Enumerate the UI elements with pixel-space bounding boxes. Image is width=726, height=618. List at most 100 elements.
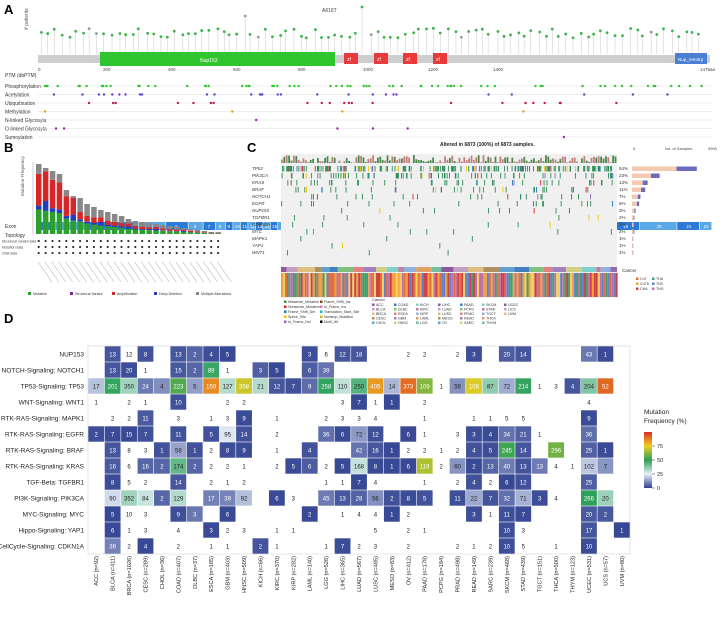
cancer-block [364, 267, 376, 272]
oncoprint-cell [529, 166, 530, 172]
oncoprint-cell [524, 173, 525, 179]
top-histogram-bar [559, 159, 561, 163]
frequency-bar-segment [195, 232, 201, 233]
frequency-bar-segment [133, 229, 139, 234]
ptm-site [297, 85, 299, 87]
oncoprint-cell [550, 173, 551, 179]
cancer-legend-label: SKCM [486, 303, 496, 307]
vaf-column [600, 273, 602, 297]
lollipop-head [572, 36, 575, 39]
oncoprint-cell [281, 201, 282, 207]
oncoprint-cell [611, 173, 612, 179]
frequency-bar-segment [71, 221, 77, 234]
cancer-legend-label: MESO [442, 317, 453, 321]
vaf-column [431, 273, 433, 297]
vaf-column [325, 273, 327, 297]
gene-bar-other [637, 202, 639, 207]
ptm-site [431, 85, 433, 87]
vaf-column [463, 273, 465, 297]
ptm-site [666, 93, 668, 95]
lollipop-head [152, 33, 155, 36]
track-dot [148, 246, 150, 248]
top-histogram-bar [363, 157, 365, 163]
legend-label: Structural Variant [75, 292, 103, 296]
study-label-stub [121, 262, 135, 282]
oncoprint-cell [471, 173, 472, 179]
top-histogram-bar [607, 157, 609, 163]
top-histogram-bar [427, 161, 429, 163]
top-histogram-bar [283, 157, 285, 163]
oncoprint-cell [368, 173, 369, 179]
frequency-bar-segment [160, 229, 166, 231]
heatmap-cell-value: 72 [356, 432, 363, 438]
gene-label: YAP1 [252, 243, 264, 248]
lollipop-head [557, 35, 560, 38]
oncoprint-cell [593, 180, 594, 186]
gene-label: TP53 [252, 166, 263, 171]
ptm-site [501, 102, 503, 104]
exon-number: 22 [704, 224, 710, 229]
lollipop-head [69, 36, 72, 39]
top-histogram-bar [348, 161, 350, 163]
top-histogram-bar [379, 157, 381, 163]
heatmap-cell-value: 12 [274, 384, 281, 390]
study-label-stub [162, 262, 176, 282]
frequency-bar-segment [126, 219, 132, 224]
lollipop-head [523, 35, 526, 38]
vaf-column [408, 273, 410, 297]
oncoprint-cell [446, 180, 447, 186]
oncoprint-cell [498, 166, 499, 172]
track-dot [210, 252, 212, 254]
track-dot [196, 240, 198, 242]
top-histogram-bar [468, 158, 470, 163]
heatmap-cell-value: 12 [520, 480, 527, 486]
track-dot [141, 246, 143, 248]
oncoprint-cell [443, 166, 444, 172]
heatmap-cell-value: 10 [126, 512, 133, 518]
panel-a-label: A [4, 2, 14, 17]
vaf-legend-swatch [636, 283, 639, 286]
oncoprint-cell [523, 166, 524, 172]
cancer-block [398, 267, 404, 272]
oncoprint-cell [489, 166, 490, 172]
top-histogram-bar [478, 155, 480, 163]
oncoprint-cell [311, 201, 312, 207]
oncoprint-cell [593, 166, 594, 172]
top-histogram-bar [317, 158, 319, 163]
top-histogram-bar [600, 157, 602, 163]
frequency-bar-segment [126, 229, 132, 234]
ptm-site [511, 93, 513, 95]
study-label-stub [197, 262, 211, 282]
oncoprint-cell [591, 180, 592, 186]
frequency-bar-segment [112, 226, 118, 227]
heatmap-column-label: OV (n=412) [406, 556, 412, 585]
oncoprint-cell [573, 187, 574, 193]
top-histogram-bar [295, 156, 297, 163]
ptm-site [388, 85, 390, 87]
oncoprint-cell [473, 166, 474, 172]
axis-end-label: 1475aa [700, 67, 716, 72]
ptm-site [273, 85, 275, 87]
frequency-bar-segment [57, 209, 63, 213]
vaf-column [430, 273, 432, 297]
vaf-column [281, 273, 283, 297]
ptm-site [255, 119, 257, 121]
frequency-bar-segment [215, 233, 221, 234]
vaf-column [362, 273, 364, 297]
ptm-site [276, 85, 278, 87]
lollipop-head [509, 33, 512, 36]
cancer-block [566, 267, 582, 272]
oncoprint-cell [547, 166, 548, 172]
heatmap-row-label: Hippo-Signaling: YAP1 [18, 527, 84, 534]
top-histogram-bar [307, 162, 309, 163]
top-histogram-bar [562, 157, 564, 163]
oncoprint-cell [286, 166, 287, 172]
top-histogram-bar [418, 160, 420, 163]
frequency-bar-segment [153, 229, 159, 231]
frequency-bar-segment [209, 233, 215, 234]
vaf-column [447, 273, 449, 297]
oncoprint-cell [554, 166, 555, 172]
oncoprint-cell [537, 194, 538, 200]
